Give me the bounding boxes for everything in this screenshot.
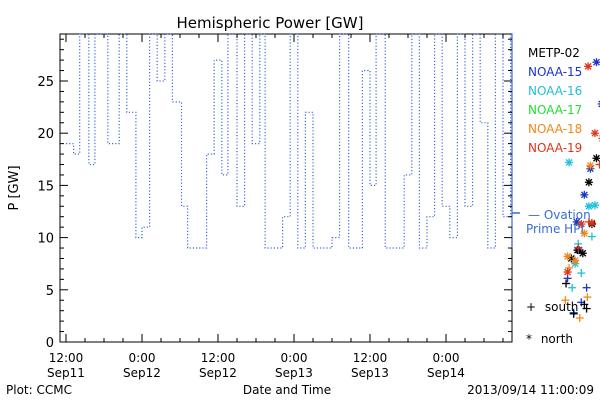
y-tick-label: 15 [37,179,54,194]
x-tick-label-date: Sep11 [47,366,85,380]
data-point-south [582,283,591,292]
y-tick-label: 0 [46,336,54,351]
south-marker-symbol: + [526,300,536,314]
x-tick-label-time: 0:00 [433,351,460,365]
x-tick-label-time: 0:00 [129,351,156,365]
data-point-north [584,178,593,187]
north-marker-legend: * north [526,332,573,346]
plot-timestamp: 2013/09/14 11:00:09 [467,383,594,397]
y-axis-label: P [GW] [7,165,22,210]
y-tick-label: 10 [37,232,54,247]
data-point-south [587,232,596,241]
ovation-series [66,33,513,249]
y-tick-label: 5 [46,284,54,299]
data-point-south [583,293,592,302]
x-tick-label-date: Sep12 [199,366,237,380]
plot-area [59,33,513,343]
data-point-north [584,202,593,211]
data-point-south [584,217,593,226]
x-tick-label-date: Sep12 [123,366,161,380]
chart-title: Hemispheric Power [GW] [177,14,364,32]
data-point-north [580,190,589,199]
x-tick-label-time: 12:00 [353,351,388,365]
data-point-south [582,304,591,313]
data-point-south [574,244,583,253]
y-axis-ticks: 0 5 10 15 20 25 [37,38,512,351]
legend-item: NOAA-18 [528,122,582,136]
data-point-south [568,283,577,292]
data-point-north [592,58,600,67]
x-tick-label-time: 0:00 [281,351,308,365]
data-point-south [561,296,570,305]
y-tick-label: 20 [37,127,54,142]
data-point-south [569,309,578,318]
data-point-north [571,256,580,265]
x-tick-label-date: Sep14 [427,366,465,380]
legend-item: NOAA-16 [528,84,582,98]
y-tick-label: 25 [37,75,54,90]
data-point-south [562,279,571,288]
data-point-north [565,158,574,167]
data-point-north [578,249,587,258]
ovation-legend-line2: Prime HPI [526,222,584,236]
data-point-north [584,62,593,71]
x-tick-label-time: 12:00 [201,351,236,365]
data-point-south [575,313,584,322]
data-point-north [563,268,572,277]
x-tick-label-date: Sep13 [351,366,389,380]
plot-credit: Plot: CCMC [6,383,72,397]
ovation-line [66,33,513,249]
legend-item: NOAA-17 [528,103,582,117]
north-marker-symbol: * [526,332,532,346]
legend-item: NOAA-19 [528,141,582,155]
data-point-north [580,229,589,238]
data-point-south [580,300,589,309]
x-tick-label-time: 12:00 [49,351,84,365]
ovation-legend-line1: — Ovation [528,208,591,222]
data-point-north [577,220,586,229]
north-marker-label: north [541,332,573,346]
data-point-north [590,201,599,210]
south-marker-label: south [545,300,579,314]
data-point-north [592,154,600,163]
data-point-north [587,218,596,227]
south-marker-legend: + south [526,300,578,314]
x-tick-label-date: Sep13 [275,366,313,380]
data-point-north [586,161,595,170]
x-axis-ticks: 12:00Sep110:00Sep1212:00Sep120:00Sep1312… [47,34,504,380]
x-axis-label: Date and Time [243,383,331,397]
satellite-points [561,58,600,322]
legend-item: NOAA-15 [528,65,582,79]
data-point-south [577,269,586,278]
legend-item: METP-02 [528,46,580,60]
data-point-north [563,252,572,261]
data-point-north [590,129,599,138]
legend: METP-02 NOAA-15 NOAA-16 NOAA-17 NOAA-18 NOAA-… [528,46,582,155]
